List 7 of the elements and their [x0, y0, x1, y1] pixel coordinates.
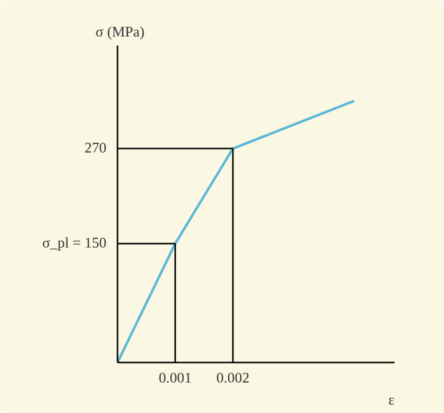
line-series — [118, 100, 356, 362]
x-tick-label: 0.002 — [216, 370, 250, 386]
y-tick-label: σ_pl = 150 — [42, 236, 107, 252]
y-axis-title: σ (MPa) — [96, 24, 145, 40]
y-tick-label: 270 — [84, 140, 106, 157]
x-axis-title: ε — [388, 392, 394, 408]
x-tick-label: 0.001 — [158, 370, 192, 386]
